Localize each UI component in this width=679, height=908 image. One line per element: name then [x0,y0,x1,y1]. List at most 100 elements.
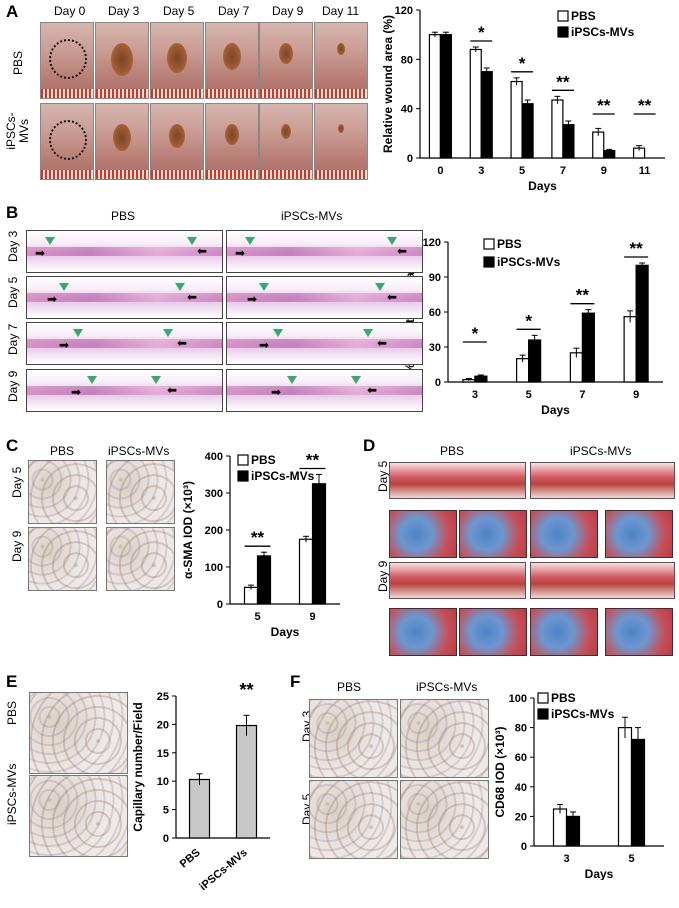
arrow-icon: ⬅ [167,383,178,397]
row-label-day5-b: Day 5 [6,276,20,308]
bar [256,555,272,605]
legend-label: iPSCs-MVs [551,707,615,721]
ihc-image-pbs-day9 [28,527,97,591]
x-tick-label: 5 [254,611,260,623]
legend-label: PBS [551,691,576,705]
wound-outline [49,120,87,160]
legend-label: PBS [571,9,596,23]
arrowhead-marker-icon [259,283,269,291]
legend-label: PBS [251,453,276,467]
y-tick-label: 120 [395,5,413,17]
panel-label-e: E [6,672,18,691]
bar [592,131,605,159]
arrow-icon: ➡ [247,292,258,306]
arrow-icon: ➡ [59,338,70,352]
legend-swatch [483,256,495,268]
histology-strip-r3-c1: ➡ ⬅ [226,369,423,412]
wound-area [113,124,131,151]
row-label-day7-b: Day 7 [6,323,20,355]
masson-zoom-day9-1 [459,608,527,656]
chart-c: 0 100 200 300 400 α-SMA IOD (×10³) 5 ** 9 ** Days P… [181,451,340,639]
y-tick-label: 400 [205,451,223,463]
arrow-icon: ➡ [235,246,246,260]
arrowhead-marker-icon [245,237,255,245]
wound-area [279,43,293,64]
significance-marker: ** [597,96,611,115]
panel-label-f: F [290,672,301,691]
row-label-pbs-a: PBS [11,51,25,76]
wound-area [223,43,241,70]
col-label-pbs-f: PBS [337,680,362,694]
wound-photo-r0-c2 [150,22,204,99]
bar [581,312,595,383]
histology-strip-r3-c0: ➡ ⬅ [26,369,223,412]
histology-strip-r1-c0: ➡ ⬅ [26,276,223,319]
bar [311,483,327,605]
wound-photo-r1-c0 [40,103,94,180]
significance-marker: * [519,54,526,73]
y-tick-label: 0 [217,599,223,611]
arrowhead-marker-icon [387,237,397,245]
cd68-image-pbs-day5 [309,780,398,859]
arrowhead-marker-icon [87,376,97,384]
ihc-image-ips-day5 [106,460,175,524]
panel-label-b: B [6,203,19,222]
arrow-icon: ⬅ [397,244,408,258]
cd68-image-pbs-day3 [309,699,398,778]
y-axis-label: CD68 IOD (×10³) [493,726,507,817]
y-tick-label: 100 [509,693,527,705]
masson-strip-ips-day5 [530,462,675,499]
arrow-icon: ➡ [271,385,282,399]
wound-area [167,43,187,73]
arrowhead-marker-icon [45,237,55,245]
legend-swatch [537,692,549,704]
bar [510,80,523,159]
arrowhead-marker-icon [287,376,297,384]
y-tick-label: 40 [515,782,527,794]
masson-zoom-day9-3 [605,608,673,656]
cd68-image-ips-day5 [400,780,489,859]
y-tick-label: 20 [515,811,527,823]
arrowhead-marker-icon [375,283,385,291]
bar [635,264,649,383]
arrow-icon: ➡ [47,292,58,306]
histology-strip-r1-c1: ➡ ⬅ [226,276,423,319]
significance-marker: * [472,324,479,343]
x-tick-label: 3 [478,165,484,177]
bar [551,99,564,159]
wound-area [225,124,239,145]
y-tick-label: 0 [435,377,441,389]
wound-photo-r1-c4 [259,103,313,180]
x-axis-label: Days [585,867,614,880]
histology-strip-r0-c1: ➡ ⬅ [226,230,423,273]
masson-zoom-day5-0 [389,510,457,558]
y-tick-label: 100 [205,562,223,574]
significance-marker: ** [239,680,253,700]
y-tick-label: 5 [163,805,169,817]
significance-marker: * [525,311,532,330]
arrow-icon: ➡ [259,338,270,352]
row-label-day9-c: Day 9 [10,530,24,562]
photo-label-day5: Day 5 [163,4,195,18]
legend-swatch [237,454,249,466]
arrow-icon: ⬅ [377,336,388,350]
x-axis-label: Days [528,179,557,193]
legend-label: PBS [497,237,522,251]
x-tick-label: PBS [178,847,203,871]
bar [565,815,581,847]
y-tick-label: 120 [423,237,441,249]
legend-swatch [237,470,249,482]
masson-strip-pbs-day9 [389,562,526,599]
y-tick-label: 0 [163,833,169,845]
wound-photo-r0-c5 [314,22,368,99]
legend-swatch [557,10,569,22]
arrow-icon: ⬅ [197,244,208,258]
panel-label-a: A [6,2,19,21]
bar [562,124,575,159]
row-label-ips-a: iPSCs- MVs [4,112,31,150]
y-tick-label: 0 [521,841,527,853]
x-tick-label: 9 [633,389,639,401]
row-label-day9-d: Day 9 [376,560,390,592]
col-label-pbs-b: PBS [111,209,136,223]
arrowhead-marker-icon [175,283,185,291]
